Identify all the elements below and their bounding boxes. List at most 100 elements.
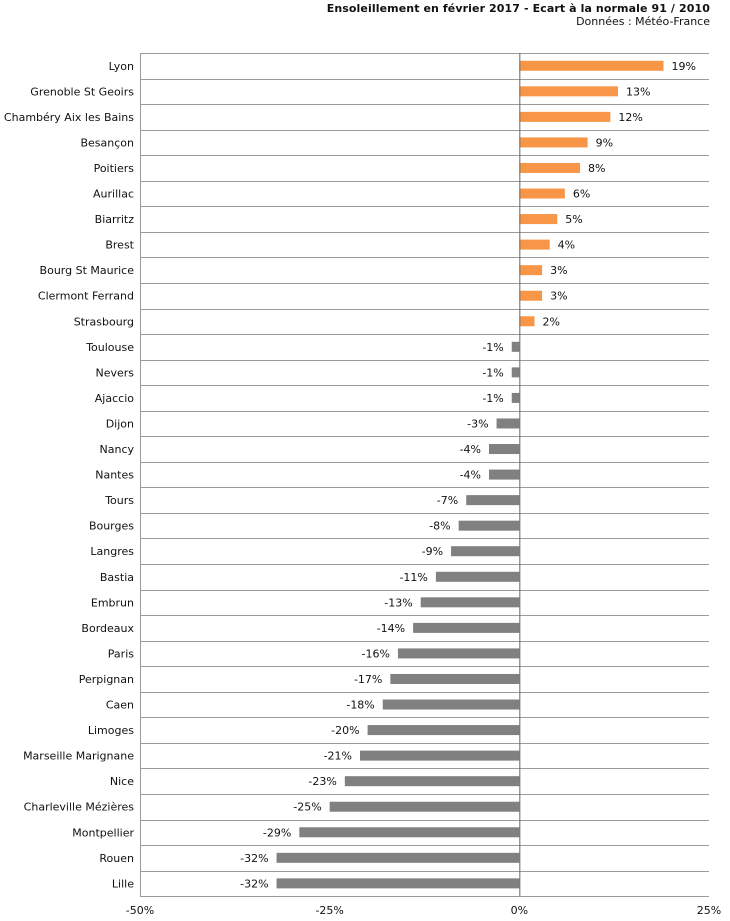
- bar-21: [420, 597, 520, 608]
- data-label: -21%: [324, 750, 352, 763]
- bar-10: [519, 316, 535, 327]
- chart-title: Ensoleillement en février 2017 - Ecart à…: [326, 2, 710, 15]
- data-label: -23%: [308, 775, 336, 788]
- data-label: 13%: [626, 85, 650, 98]
- data-label: -9%: [422, 545, 443, 558]
- data-label: 9%: [596, 136, 613, 149]
- category-label: Charleville Mézières: [24, 801, 135, 814]
- chart-source: Données : Météo-France: [576, 15, 710, 28]
- bar-32: [276, 878, 520, 889]
- bar-26: [367, 725, 520, 736]
- bar-5: [519, 188, 565, 199]
- bar-29: [329, 801, 520, 812]
- bar-14: [496, 418, 520, 429]
- data-label: -3%: [467, 417, 488, 430]
- bar-28: [344, 776, 520, 787]
- category-label: Lyon: [109, 60, 134, 73]
- category-label: Bourg St Maurice: [40, 264, 135, 277]
- data-label: -1%: [482, 366, 503, 379]
- data-label: 4%: [558, 239, 575, 252]
- data-label: -17%: [354, 673, 382, 686]
- category-label: Clermont Ferrand: [38, 290, 134, 303]
- data-label: 19%: [671, 60, 695, 73]
- bar-13: [511, 392, 520, 403]
- bar-9: [519, 290, 543, 301]
- category-label: Langres: [90, 545, 134, 558]
- data-label: -29%: [263, 826, 291, 839]
- data-label: -25%: [293, 801, 321, 814]
- bar-22: [413, 622, 520, 633]
- bar-15: [488, 444, 520, 455]
- category-label: Rouen: [99, 852, 134, 865]
- category-label: Caen: [106, 699, 134, 712]
- category-label: Marseille Marignane: [23, 750, 134, 763]
- category-label: Bastia: [100, 571, 134, 584]
- data-label: -32%: [240, 852, 268, 865]
- data-label: -7%: [437, 494, 458, 507]
- data-label: -4%: [460, 443, 481, 456]
- category-label: Nancy: [100, 443, 135, 456]
- category-label: Bourges: [89, 520, 134, 533]
- bar-8: [519, 265, 543, 276]
- data-label: 5%: [565, 213, 582, 226]
- category-label: Chambéry Aix les Bains: [4, 111, 134, 124]
- data-label: 2%: [543, 315, 560, 328]
- bar-24: [390, 673, 520, 684]
- bar-3: [519, 137, 588, 148]
- bar-30: [299, 827, 520, 838]
- data-label: 3%: [550, 264, 567, 277]
- data-label: -20%: [331, 724, 359, 737]
- category-label: Perpignan: [79, 673, 134, 686]
- data-label: -32%: [240, 877, 268, 890]
- data-label: -14%: [377, 622, 405, 635]
- category-label: Nice: [110, 775, 134, 788]
- bar-7: [519, 239, 550, 250]
- data-label: -18%: [346, 699, 374, 712]
- bar-23: [397, 648, 520, 659]
- x-tick-label: 25%: [697, 904, 721, 917]
- bar-0: [519, 60, 664, 71]
- bar-12: [511, 367, 520, 378]
- category-label: Bordeaux: [81, 622, 134, 635]
- data-label: -1%: [482, 392, 503, 405]
- bar-2: [519, 111, 611, 122]
- category-label: Limoges: [88, 724, 134, 737]
- category-label: Embrun: [91, 596, 134, 609]
- data-label: 6%: [573, 188, 590, 201]
- bar-11: [511, 341, 520, 352]
- category-label: Toulouse: [85, 341, 134, 354]
- data-label: -16%: [362, 647, 390, 660]
- bar-18: [458, 520, 520, 531]
- bar-17: [466, 495, 520, 506]
- data-label: -1%: [482, 341, 503, 354]
- category-label: Brest: [105, 239, 134, 252]
- category-label: Ajaccio: [95, 392, 134, 405]
- category-label: Montpellier: [72, 826, 134, 839]
- data-label: -13%: [384, 596, 412, 609]
- category-label: Lille: [112, 877, 134, 890]
- category-label: Nantes: [95, 469, 134, 482]
- data-label: -4%: [460, 469, 481, 482]
- category-label: Paris: [108, 647, 134, 660]
- bar-19: [451, 546, 520, 557]
- bar-25: [382, 699, 520, 710]
- category-label: Nevers: [95, 366, 134, 379]
- x-tick-label: 0%: [511, 904, 528, 917]
- data-label: 8%: [588, 162, 605, 175]
- bar-20: [435, 571, 520, 582]
- category-label: Dijon: [106, 417, 134, 430]
- x-tick-label: -25%: [315, 904, 343, 917]
- category-label: Aurillac: [93, 188, 134, 201]
- bar-1: [519, 86, 618, 97]
- x-tick-label: -50%: [126, 904, 154, 917]
- category-label: Poitiers: [94, 162, 135, 175]
- bar-4: [519, 162, 581, 173]
- data-label: -8%: [429, 520, 450, 533]
- bar-31: [276, 852, 520, 863]
- bar-27: [360, 750, 520, 761]
- bar-6: [519, 214, 558, 225]
- bar-16: [488, 469, 520, 480]
- category-label: Tours: [104, 494, 134, 507]
- category-label: Strasbourg: [74, 315, 134, 328]
